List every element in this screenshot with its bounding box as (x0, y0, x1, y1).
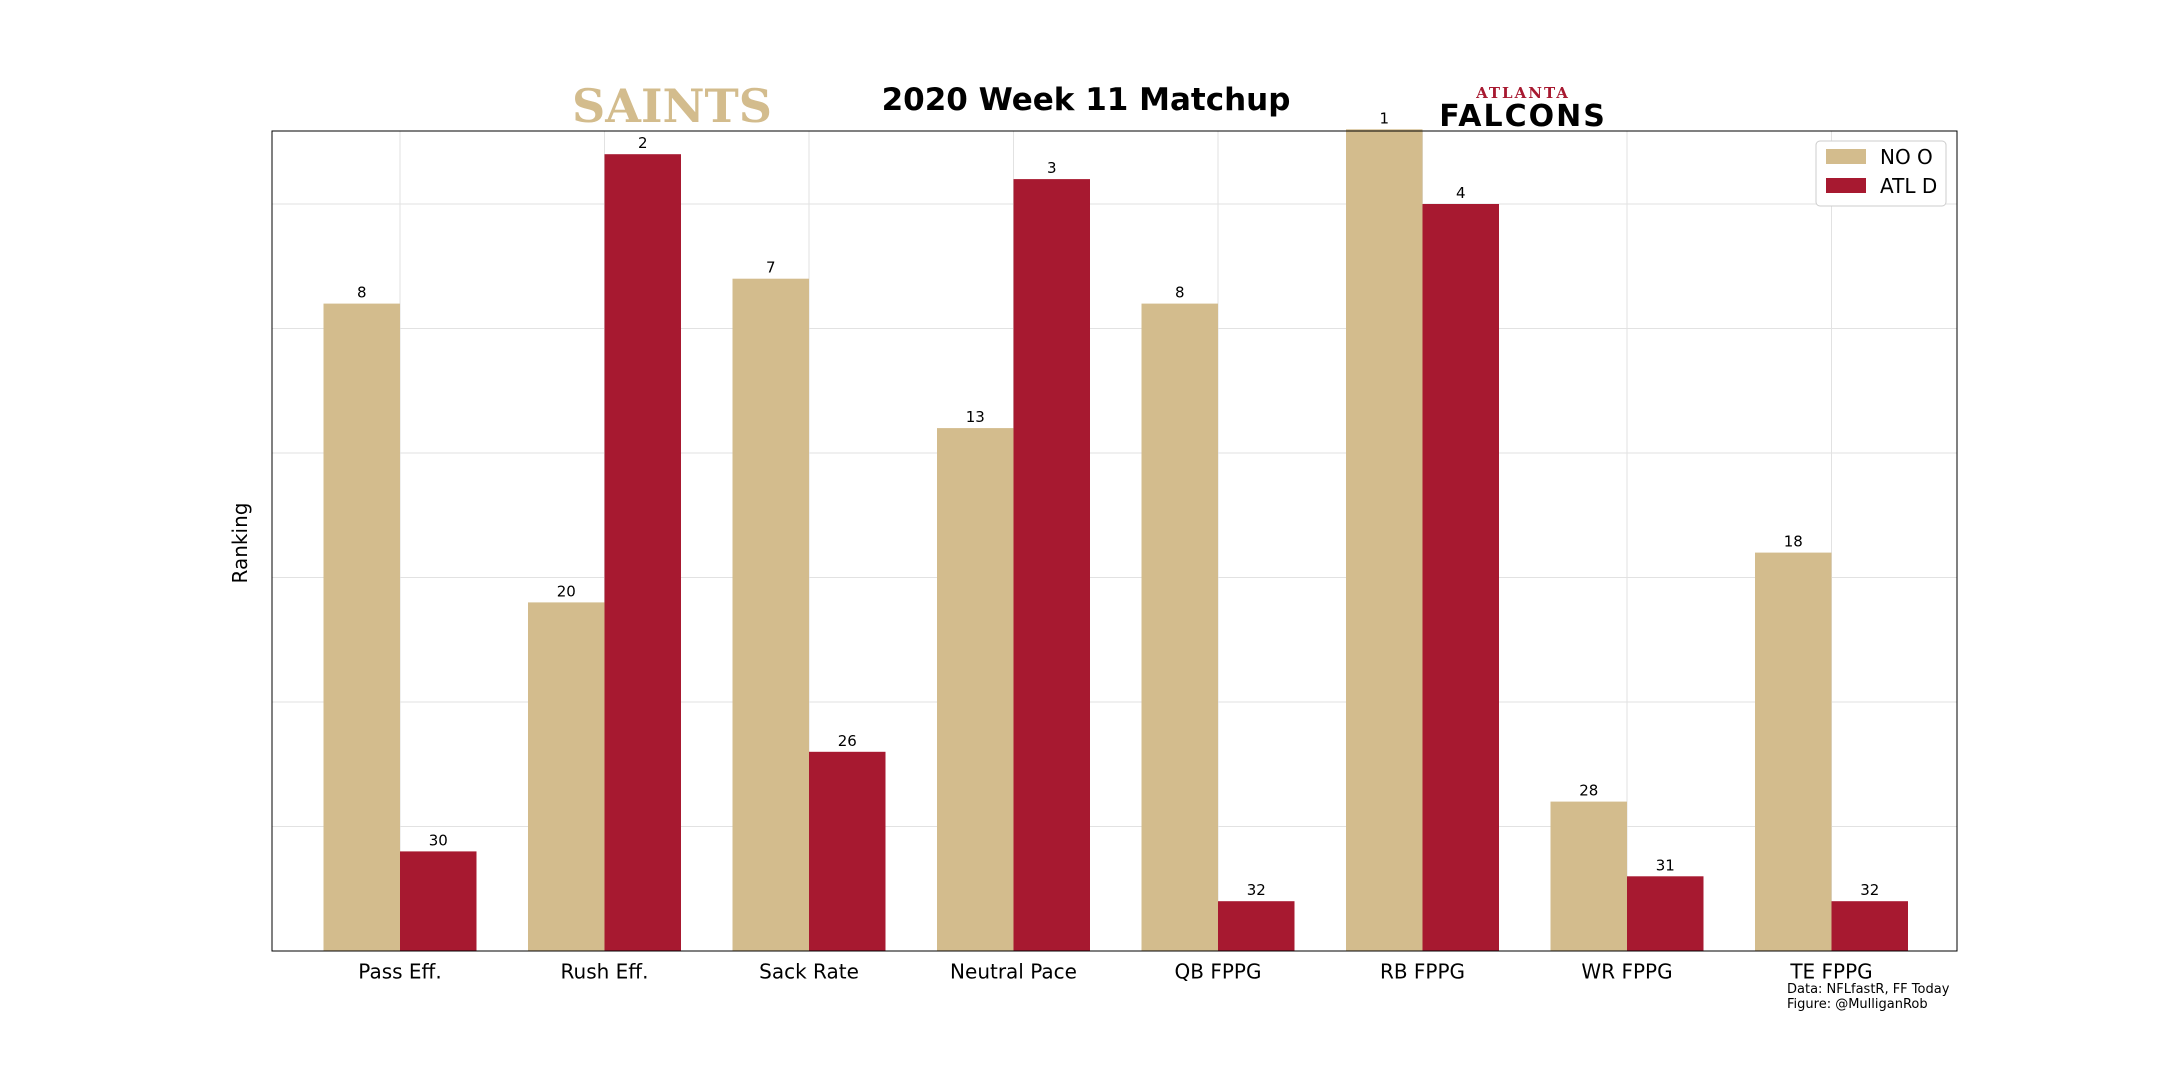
legend-swatch-no-o (1826, 149, 1866, 164)
legend-swatch-atl-d (1826, 178, 1866, 193)
data-label: 18 (1784, 533, 1803, 551)
data-label: 3 (1047, 159, 1057, 177)
bar-no-o (1346, 129, 1423, 952)
data-label: 7 (766, 259, 776, 277)
data-label: 20 (557, 582, 576, 600)
x-tick-label: RB FPPG (1380, 960, 1465, 984)
data-label: 26 (838, 732, 857, 750)
bar-atl-d (1627, 876, 1704, 951)
data-label: 8 (357, 284, 367, 302)
falcons-logo: ATLANTA FALCONS (1439, 84, 1607, 134)
data-label: 8 (1175, 284, 1185, 302)
x-tick-label: Pass Eff. (358, 960, 441, 984)
bar-no-o (1755, 552, 1832, 951)
legend: NO O ATL D (1815, 140, 1947, 207)
data-source-note: Data: NFLfastR, FF Today (1787, 982, 1950, 997)
chart-title: 2020 Week 11 Matchup (882, 82, 1291, 118)
x-tick-label: QB FPPG (1175, 960, 1262, 984)
data-label: 4 (1456, 184, 1466, 202)
x-tick-label: TE FPPG (1789, 960, 1872, 984)
bar-atl-d (809, 751, 886, 951)
saints-logo-text: SAINTS (572, 79, 772, 133)
data-label: 30 (429, 831, 448, 849)
x-tick-label: Rush Eff. (561, 960, 649, 984)
bar-atl-d (604, 154, 681, 951)
bar-atl-d (1831, 901, 1908, 951)
x-tick-labels: Pass Eff. Rush Eff. Sack Rate Neutral Pace Q… (358, 960, 1872, 984)
data-label: 1 (1379, 109, 1389, 127)
bar-atl-d (1013, 179, 1090, 952)
bar-no-o (732, 278, 809, 951)
data-label: 2 (638, 134, 648, 152)
x-tick-label: WR FPPG (1581, 960, 1672, 984)
legend-label-no-o: NO O (1880, 145, 1933, 169)
data-label: 32 (1860, 881, 1879, 899)
bar-no-o (528, 602, 605, 951)
data-labels: 8 30 20 2 7 26 13 3 8 32 1 4 28 31 18 32 (357, 109, 1879, 899)
data-label: 28 (1579, 782, 1598, 800)
bar-no-o (937, 428, 1014, 952)
bar-no-o (1141, 303, 1218, 952)
bar-no-o (1550, 801, 1627, 951)
y-axis-label: Ranking (228, 503, 252, 584)
bars (323, 129, 1908, 952)
x-tick-label: Neutral Pace (950, 960, 1077, 984)
bar-atl-d (1218, 901, 1295, 951)
data-label: 13 (966, 408, 985, 426)
figure-credit-note: Figure: @MulliganRob (1787, 997, 1928, 1012)
data-label: 32 (1247, 881, 1266, 899)
grid-lines (272, 131, 1957, 951)
bar-atl-d (400, 851, 477, 951)
falcons-logo-city: ATLANTA (1475, 84, 1570, 102)
falcons-logo-name: FALCONS (1439, 99, 1607, 134)
x-tick-label: Sack Rate (759, 960, 859, 984)
saints-logo: SAINTS (572, 79, 772, 133)
bar-atl-d (1422, 204, 1499, 951)
plot-frame (271, 130, 1958, 952)
data-label: 31 (1656, 856, 1675, 874)
legend-label-atl-d: ATL D (1880, 174, 1937, 198)
bar-no-o (323, 303, 400, 952)
